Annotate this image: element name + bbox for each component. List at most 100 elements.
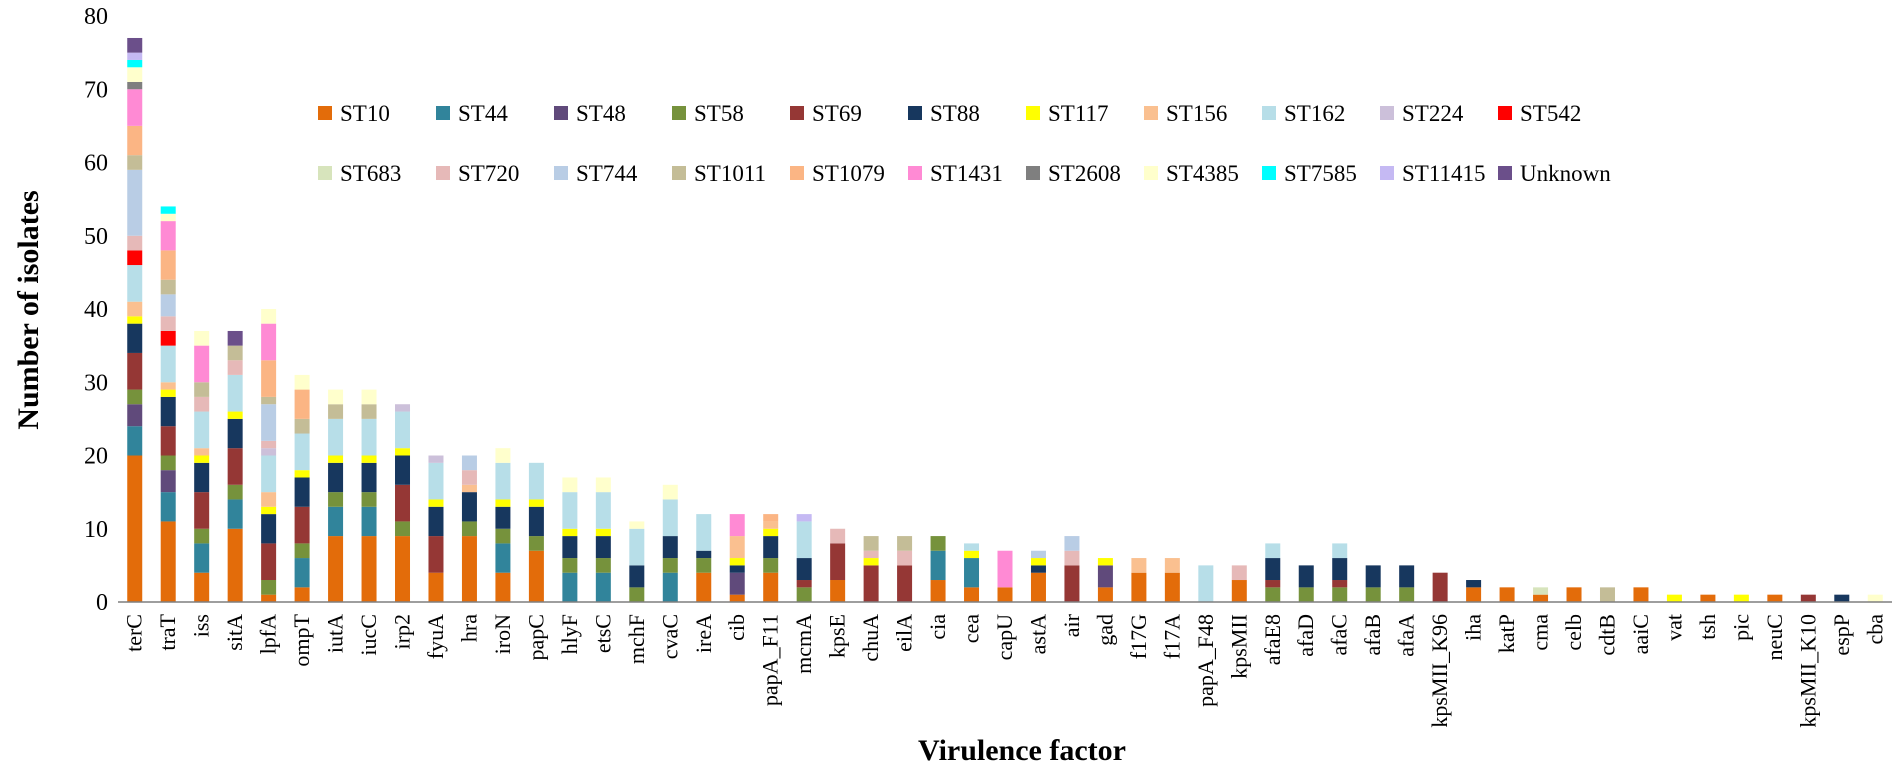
bar-segment-traT-ST69 <box>160 426 176 456</box>
x-tick-label-eilA: eilA <box>892 614 917 652</box>
bar-segment-fyuA-ST69 <box>428 536 444 573</box>
bar-segment-iucC-ST10 <box>361 536 377 602</box>
legend-item-ST4385: ST4385 <box>1144 161 1239 186</box>
bar-segment-ompT-ST162 <box>294 433 310 471</box>
legend-label: ST224 <box>1402 101 1464 126</box>
bar-segment-cba-ST4385 <box>1867 594 1883 602</box>
bar-segment-mcmA-ST69 <box>796 580 812 588</box>
bar-segment-tsh-ST10 <box>1700 594 1716 602</box>
legend-swatch <box>436 106 450 120</box>
bar-segment-afaE8-ST69 <box>1265 580 1281 588</box>
bar-segment-etsC-ST162 <box>595 492 611 529</box>
bar-segment-cib-ST10 <box>729 594 745 602</box>
legend-item-ST162: ST162 <box>1262 101 1345 126</box>
bar-segment-cib-ST156 <box>729 536 745 559</box>
bar-segment-ireA-ST58 <box>696 558 712 573</box>
bar-segment-traT-ST156 <box>160 382 176 390</box>
legend-label: ST4385 <box>1166 161 1239 186</box>
y-tick-label: 60 <box>84 151 108 177</box>
bar-segment-iucC-ST4385 <box>361 389 377 405</box>
bar-segment-iha-ST88 <box>1466 580 1482 588</box>
legend-item-ST58: ST58 <box>672 101 744 126</box>
bar-segment-cdtB-ST1011 <box>1599 587 1615 602</box>
bar-segment-celb-ST10 <box>1566 587 1582 602</box>
bar-stack-iha <box>1466 580 1482 602</box>
bar-segment-papA_F11-ST156 <box>763 521 779 529</box>
bar-stack-neuC <box>1767 594 1783 602</box>
bar-segment-hra-ST156 <box>461 484 477 493</box>
bar-segment-lpfA-ST1431 <box>261 323 277 361</box>
bar-segment-iucC-ST44 <box>361 506 377 537</box>
bar-stack-kpsE <box>830 528 846 602</box>
bar-segment-irp2-ST58 <box>395 521 411 537</box>
bar-stack-cba <box>1867 594 1883 602</box>
bar-segment-iroN-ST117 <box>495 499 511 507</box>
legend-label: ST69 <box>812 101 862 126</box>
bar-segment-gad-ST48 <box>1097 565 1113 588</box>
x-tick-label-ompT: ompT <box>289 613 314 666</box>
legend-label: ST11415 <box>1402 161 1486 186</box>
x-tick-label-fyuA: fyuA <box>423 614 448 659</box>
bar-segment-mchF-ST4385 <box>629 521 645 529</box>
bar-segment-traT-ST88 <box>160 396 176 427</box>
x-tick-label-espP: espP <box>1829 614 1854 656</box>
bar-segment-eilA-ST720 <box>897 550 913 566</box>
bar-segment-ompT-ST44 <box>294 558 310 588</box>
bar-segment-cib-ST1431 <box>729 514 745 537</box>
bar-segment-gad-ST10 <box>1097 587 1113 602</box>
bar-segment-fyuA-ST10 <box>428 572 444 602</box>
bar-segment-fyuA-ST224 <box>428 455 444 463</box>
bar-segment-terC-ST10 <box>127 455 143 602</box>
bar-segment-astA-ST744 <box>1030 550 1046 559</box>
bar-stack-mcmA <box>796 514 812 602</box>
legend-label: ST7585 <box>1284 161 1357 186</box>
legend-item-ST10: ST10 <box>318 101 390 126</box>
x-axis-title: Virulence factor <box>918 734 1126 767</box>
bar-segment-iutA-ST1011 <box>328 404 344 419</box>
x-tick-label-tsh: tsh <box>1695 614 1720 640</box>
bar-segment-traT-ST1431 <box>160 221 176 251</box>
bar-segment-traT-ST1079 <box>160 250 176 280</box>
bar-segment-vat-ST117 <box>1666 594 1682 602</box>
bar-segment-lpfA-ST224 <box>261 448 277 456</box>
bar-segment-irp2-ST117 <box>395 448 411 456</box>
y-axis-title: Number of isolates <box>12 190 45 429</box>
bar-segment-mchF-ST88 <box>629 565 645 588</box>
bar-segment-capU-ST1431 <box>997 550 1013 588</box>
bar-segment-afaC-ST162 <box>1332 543 1348 559</box>
bar-segment-cvaC-ST162 <box>662 499 678 537</box>
bar-segment-kpsE-ST720 <box>830 528 846 544</box>
legend-label: ST1011 <box>694 161 766 186</box>
bar-segment-iss-ST88 <box>194 462 210 493</box>
bar-segment-ireA-ST162 <box>696 514 712 551</box>
y-tick-label: 0 <box>96 590 108 616</box>
bar-segment-papA_F11-ST117 <box>763 528 779 537</box>
bar-segment-ompT-ST1079 <box>294 389 310 419</box>
legend-item-ST156: ST156 <box>1144 101 1227 126</box>
bar-segment-ompT-ST10 <box>294 587 310 602</box>
bar-segment-espP-ST88 <box>1834 594 1850 602</box>
bar-segment-ireA-ST10 <box>696 572 712 602</box>
bar-segment-cvaC-ST44 <box>662 572 678 602</box>
bar-segment-iutA-ST117 <box>328 455 344 463</box>
legend-label: ST744 <box>576 161 638 186</box>
x-tick-label-cdtB: cdtB <box>1594 614 1619 656</box>
bar-segment-irp2-ST162 <box>395 411 411 449</box>
bar-stack-astA <box>1030 550 1046 602</box>
bar-segment-terC-ST48 <box>127 404 143 427</box>
bar-segment-terC-ST542 <box>127 250 143 266</box>
bar-segment-etsC-ST88 <box>595 536 611 559</box>
bar-segment-hlyF-ST162 <box>562 492 578 529</box>
legend-swatch <box>436 166 450 180</box>
bar-segment-sitA-ST10 <box>227 528 243 602</box>
y-tick-label: 20 <box>84 444 108 470</box>
x-tick-label-chuA: chuA <box>858 614 883 662</box>
bar-segment-fyuA-ST162 <box>428 462 444 500</box>
bar-segment-lpfA-ST162 <box>261 455 277 493</box>
bar-segment-terC-ST162 <box>127 265 143 302</box>
x-tick-label-air: air <box>1059 613 1084 637</box>
bar-stack-espP <box>1834 594 1850 602</box>
x-tick-label-iroN: iroN <box>490 614 515 654</box>
bar-segment-terC-ST117 <box>127 316 143 324</box>
